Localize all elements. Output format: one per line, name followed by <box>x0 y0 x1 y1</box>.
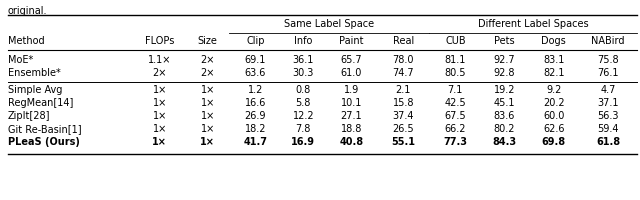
Text: Info: Info <box>294 36 312 46</box>
Text: Same Label Space: Same Label Space <box>284 19 374 29</box>
Text: 27.1: 27.1 <box>340 111 362 121</box>
Text: 7.8: 7.8 <box>296 124 311 134</box>
Text: Ensemble*: Ensemble* <box>8 68 60 78</box>
Text: 92.8: 92.8 <box>493 68 515 78</box>
Text: 75.8: 75.8 <box>597 55 619 65</box>
Text: 77.3: 77.3 <box>444 137 467 147</box>
Text: 7.1: 7.1 <box>448 85 463 95</box>
Text: Pets: Pets <box>494 36 515 46</box>
Text: 65.7: 65.7 <box>340 55 362 65</box>
Text: 60.0: 60.0 <box>543 111 564 121</box>
Text: 26.5: 26.5 <box>392 124 414 134</box>
Text: original.: original. <box>8 6 47 16</box>
Text: 55.1: 55.1 <box>391 137 415 147</box>
Text: 78.0: 78.0 <box>392 55 414 65</box>
Text: 37.4: 37.4 <box>392 111 414 121</box>
Text: PLeaS (Ours): PLeaS (Ours) <box>8 137 79 147</box>
Text: Git Re-Basin[1]: Git Re-Basin[1] <box>8 124 81 134</box>
Text: 12.2: 12.2 <box>292 111 314 121</box>
Text: 56.3: 56.3 <box>598 111 619 121</box>
Text: FLOPs: FLOPs <box>145 36 174 46</box>
Text: Real: Real <box>393 36 414 46</box>
Text: Different Label Spaces: Different Label Spaces <box>477 19 588 29</box>
Text: 1×: 1× <box>200 111 214 121</box>
Text: 1.1×: 1.1× <box>148 55 172 65</box>
Text: 20.2: 20.2 <box>543 98 564 108</box>
Text: 4.7: 4.7 <box>600 85 616 95</box>
Text: 10.1: 10.1 <box>340 98 362 108</box>
Text: 1×: 1× <box>200 137 215 147</box>
Text: 37.1: 37.1 <box>598 98 619 108</box>
Text: CUB: CUB <box>445 36 466 46</box>
Text: 81.1: 81.1 <box>445 55 466 65</box>
Text: 1.9: 1.9 <box>344 85 359 95</box>
Text: 18.8: 18.8 <box>340 124 362 134</box>
Text: 1×: 1× <box>200 98 214 108</box>
Text: 59.4: 59.4 <box>598 124 619 134</box>
Text: 69.1: 69.1 <box>244 55 266 65</box>
Text: 30.3: 30.3 <box>292 68 314 78</box>
Text: Simple Avg: Simple Avg <box>8 85 62 95</box>
Text: 61.0: 61.0 <box>340 68 362 78</box>
Text: 69.8: 69.8 <box>541 137 566 147</box>
Text: 1×: 1× <box>200 85 214 95</box>
Text: 15.8: 15.8 <box>392 98 414 108</box>
Text: 1×: 1× <box>152 111 167 121</box>
Text: Clip: Clip <box>246 36 265 46</box>
Text: 63.6: 63.6 <box>244 68 266 78</box>
Text: 62.6: 62.6 <box>543 124 564 134</box>
Text: Paint: Paint <box>339 36 364 46</box>
Text: 16.6: 16.6 <box>244 98 266 108</box>
Text: 2×: 2× <box>200 68 215 78</box>
Text: 76.1: 76.1 <box>598 68 619 78</box>
Text: 9.2: 9.2 <box>546 85 561 95</box>
Text: 2.1: 2.1 <box>396 85 411 95</box>
Text: NABird: NABird <box>591 36 625 46</box>
Text: 45.1: 45.1 <box>493 98 515 108</box>
Text: 36.1: 36.1 <box>292 55 314 65</box>
Text: 26.9: 26.9 <box>244 111 266 121</box>
Text: 84.3: 84.3 <box>492 137 516 147</box>
Text: 42.5: 42.5 <box>445 98 466 108</box>
Text: 80.5: 80.5 <box>445 68 466 78</box>
Text: 16.9: 16.9 <box>291 137 316 147</box>
Text: 1×: 1× <box>152 124 167 134</box>
Text: 82.1: 82.1 <box>543 68 564 78</box>
Text: 66.2: 66.2 <box>445 124 466 134</box>
Text: 1×: 1× <box>152 137 167 147</box>
Text: 67.5: 67.5 <box>445 111 466 121</box>
Text: 92.7: 92.7 <box>493 55 515 65</box>
Text: 1×: 1× <box>152 98 167 108</box>
Text: 5.8: 5.8 <box>296 98 311 108</box>
Text: 83.6: 83.6 <box>494 111 515 121</box>
Text: 80.2: 80.2 <box>493 124 515 134</box>
Text: ZipIt[28]: ZipIt[28] <box>8 111 50 121</box>
Text: 40.8: 40.8 <box>339 137 364 147</box>
Text: RegMean[14]: RegMean[14] <box>8 98 73 108</box>
Text: 0.8: 0.8 <box>296 85 311 95</box>
Text: 1.2: 1.2 <box>248 85 263 95</box>
Text: MoE*: MoE* <box>8 55 33 65</box>
Text: 41.7: 41.7 <box>243 137 268 147</box>
Text: 2×: 2× <box>200 55 215 65</box>
Text: 74.7: 74.7 <box>392 68 414 78</box>
Text: Dogs: Dogs <box>541 36 566 46</box>
Text: 2×: 2× <box>152 68 167 78</box>
Text: Size: Size <box>198 36 218 46</box>
Text: 1×: 1× <box>200 124 214 134</box>
Text: 19.2: 19.2 <box>493 85 515 95</box>
Text: 1×: 1× <box>152 85 167 95</box>
Text: 18.2: 18.2 <box>244 124 266 134</box>
Text: 83.1: 83.1 <box>543 55 564 65</box>
Text: 61.8: 61.8 <box>596 137 620 147</box>
Text: Method: Method <box>8 36 44 46</box>
